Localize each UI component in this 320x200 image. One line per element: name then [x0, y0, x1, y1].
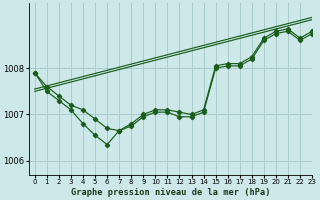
- X-axis label: Graphe pression niveau de la mer (hPa): Graphe pression niveau de la mer (hPa): [71, 188, 270, 197]
